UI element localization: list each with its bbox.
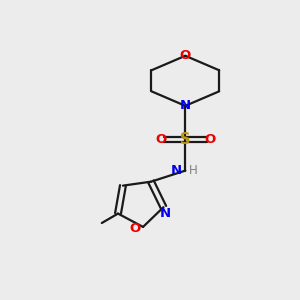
Text: O: O xyxy=(204,133,216,146)
Text: N: N xyxy=(180,99,191,112)
Text: N: N xyxy=(171,164,182,177)
Text: O: O xyxy=(155,133,166,146)
Text: H: H xyxy=(189,164,198,177)
Text: O: O xyxy=(180,49,191,62)
Text: N: N xyxy=(159,207,170,220)
Text: S: S xyxy=(180,132,190,147)
Text: O: O xyxy=(129,222,140,235)
